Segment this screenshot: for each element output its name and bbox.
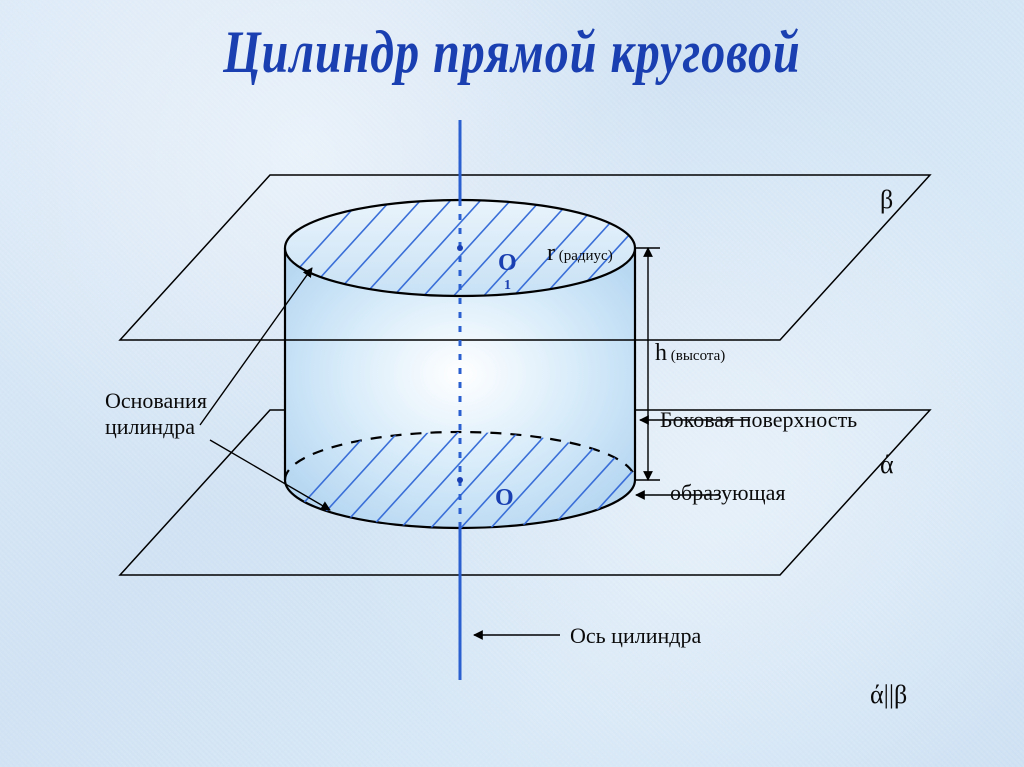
label-axis: Ось цилиндра <box>570 623 701 649</box>
label-radius: r (радиус) <box>547 240 613 267</box>
label-height-sym: h <box>655 340 667 366</box>
slide: Цилиндр прямой круговой <box>0 0 1024 767</box>
center-top-point <box>457 245 463 251</box>
label-radius-sym: r <box>547 240 555 266</box>
label-lateral: Боковая поверхность <box>660 407 857 433</box>
label-bases-2: цилиндра <box>105 414 195 440</box>
label-generatrix: образующая <box>670 480 785 506</box>
cylinder-diagram <box>0 0 1024 767</box>
label-beta: β <box>880 185 893 215</box>
label-o1-letter: О <box>498 250 517 276</box>
label-height-txt: (высота) <box>667 348 725 364</box>
label-bases-1: Основания <box>105 388 207 414</box>
label-o1-sub: 1 <box>504 278 511 294</box>
label-height: h (высота) <box>655 340 725 367</box>
center-bottom-point <box>457 477 463 483</box>
label-o: О <box>495 485 514 512</box>
label-alpha: ά <box>880 450 894 480</box>
label-radius-txt: (радиус) <box>555 248 613 264</box>
label-parallel: ά||β <box>870 680 907 710</box>
label-o1: О <box>498 250 517 277</box>
